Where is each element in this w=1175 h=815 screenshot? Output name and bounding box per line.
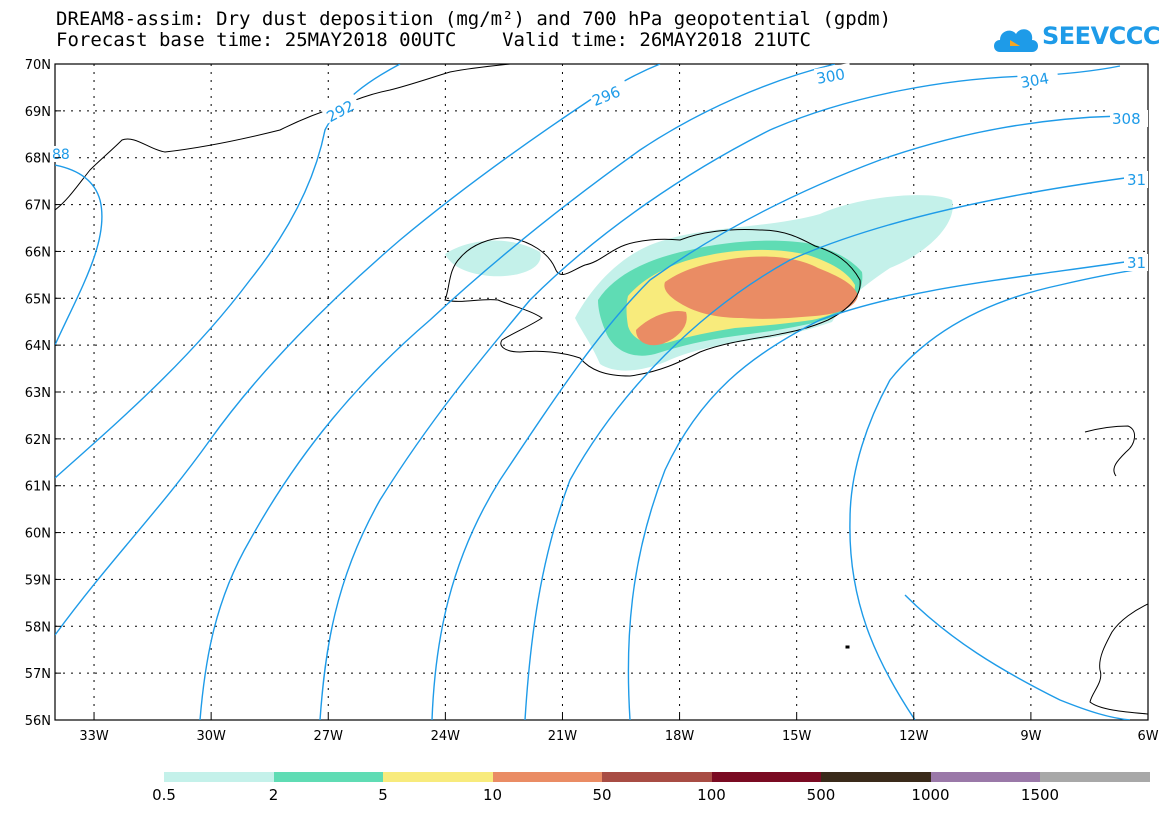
contour-312 — [524, 177, 1126, 720]
legend-label: 1500 — [1020, 786, 1060, 804]
x-tick-label: 12W — [899, 729, 929, 744]
scotland-coastline — [1089, 603, 1148, 715]
legend-swatch — [930, 772, 1041, 782]
cloud-icon — [994, 29, 1038, 52]
x-tick-label: 33W — [79, 729, 109, 744]
axis-ticks: 33W 30W 27W 24W 21W 18W 15W 12W 9W 6W 70N 69N 68N 67N… — [25, 58, 1159, 744]
x-tick-label: 21W — [548, 729, 578, 744]
legend-swatch — [273, 772, 384, 782]
contour-label: 300 — [815, 65, 846, 88]
rockall-island — [845, 645, 850, 649]
legend-swatch — [602, 772, 712, 782]
contour-label: 31 — [1127, 254, 1146, 272]
legend-label: 10 — [482, 786, 503, 804]
contour-label: 88 — [52, 147, 70, 163]
y-tick-label: 67N — [25, 199, 51, 214]
map-subtitle: Forecast base time: 25MAY2018 00UTC Vali… — [56, 29, 811, 51]
legend-label: 500 — [806, 786, 836, 804]
y-tick-label: 57N — [25, 667, 51, 682]
y-tick-label: 68N — [25, 152, 51, 167]
x-tick-label: 15W — [782, 729, 812, 744]
y-tick-label: 58N — [25, 620, 51, 635]
x-tick-label: 6W — [1137, 729, 1158, 744]
contour-288 — [55, 164, 103, 346]
legend-swatch — [1040, 772, 1150, 782]
map-title: DREAM8-assim: Dry dust deposition (mg/m²… — [56, 8, 892, 30]
legend-label: 2 — [268, 786, 279, 804]
contour-316 — [627, 261, 1126, 720]
contour-320-low — [904, 594, 1131, 720]
x-tick-label: 27W — [314, 729, 344, 744]
y-tick-label: 65N — [25, 292, 51, 307]
contour-308 — [431, 115, 1121, 720]
contour-296 — [55, 64, 661, 636]
logo-text: SEEVCCC — [1042, 22, 1161, 50]
legend-label: 0.5 — [152, 786, 176, 804]
legend-label: 50 — [592, 786, 612, 804]
y-tick-label: 62N — [25, 433, 51, 448]
faroe-shetland-coastline — [1084, 425, 1135, 477]
contour-label: 304 — [1019, 69, 1050, 92]
y-tick-label: 70N — [25, 58, 51, 73]
y-tick-label: 61N — [25, 480, 51, 495]
y-tick-label: 60N — [25, 527, 51, 542]
y-tick-label: 64N — [25, 339, 51, 354]
contour-320 — [849, 267, 1148, 720]
legend-label: 5 — [378, 786, 388, 804]
x-tick-label: 18W — [665, 729, 695, 744]
map-frame — [54, 63, 1149, 721]
x-tick-label: 30W — [196, 729, 226, 744]
y-tick-label: 63N — [25, 386, 51, 401]
dust-level-10 — [664, 256, 858, 319]
y-tick-label: 66N — [25, 245, 51, 260]
greenland-coastline — [55, 64, 511, 211]
legend-label: 100 — [697, 786, 726, 804]
legend-swatch — [383, 772, 493, 782]
geopotential-contours — [55, 64, 1148, 720]
x-tick-label: 9W — [1020, 729, 1041, 744]
contour-300 — [199, 64, 836, 720]
legend-swatch — [711, 772, 822, 782]
seevccc-logo: SEEVCCC — [990, 16, 1165, 60]
grid-lines — [55, 64, 1148, 720]
contour-label: 31 — [1127, 171, 1146, 189]
contour-304 — [319, 65, 1121, 720]
y-tick-label: 59N — [25, 573, 51, 588]
y-tick-label: 69N — [25, 105, 51, 120]
x-tick-label: 24W — [431, 729, 461, 744]
contour-label: 308 — [1112, 110, 1141, 128]
legend-swatch — [492, 772, 603, 782]
legend-label: 1000 — [911, 786, 950, 804]
legend-swatch — [821, 772, 931, 782]
y-tick-label: 56N — [25, 714, 51, 729]
legend-swatch — [164, 772, 274, 782]
dust-level-10-south — [636, 310, 687, 346]
